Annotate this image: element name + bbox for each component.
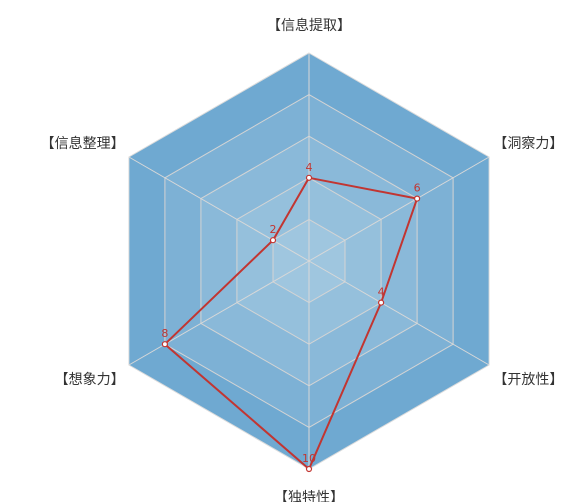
data-point[interactable] [161,341,168,348]
data-label: 4 [378,286,385,299]
radar-axis-labels: 【信息提取】【洞察力】【开放性】【独特性】 【想象力】 【信息整理】 [41,17,564,502]
data-point[interactable] [305,174,313,181]
radar-axis-line [308,260,490,366]
indicator-label: 【洞察力】 [493,135,563,152]
indicator-label: 【信息提取】 [267,17,351,34]
data-label: 4 [306,161,313,174]
data-label: 10 [302,452,316,465]
data-label: 8 [161,327,168,340]
radar-axis-line [128,156,310,262]
radar-axis-line [308,156,490,262]
radar-axes [128,53,490,469]
indicator-label: 【信息整理】 [41,135,125,152]
data-label: 6 [414,182,421,195]
data-point[interactable] [269,237,277,244]
indicator-label: 【独特性】 [274,490,344,502]
data-label: 2 [270,223,277,236]
indicator-label: 【开放性】 [493,372,563,388]
data-point[interactable] [414,195,421,202]
radar-series: 4 6 4 10 8 2 [161,161,421,473]
indicator-label: 【想象力】 [55,372,125,388]
radar-axis-line [128,260,310,366]
data-point[interactable] [378,299,385,306]
data-point[interactable] [305,465,313,473]
